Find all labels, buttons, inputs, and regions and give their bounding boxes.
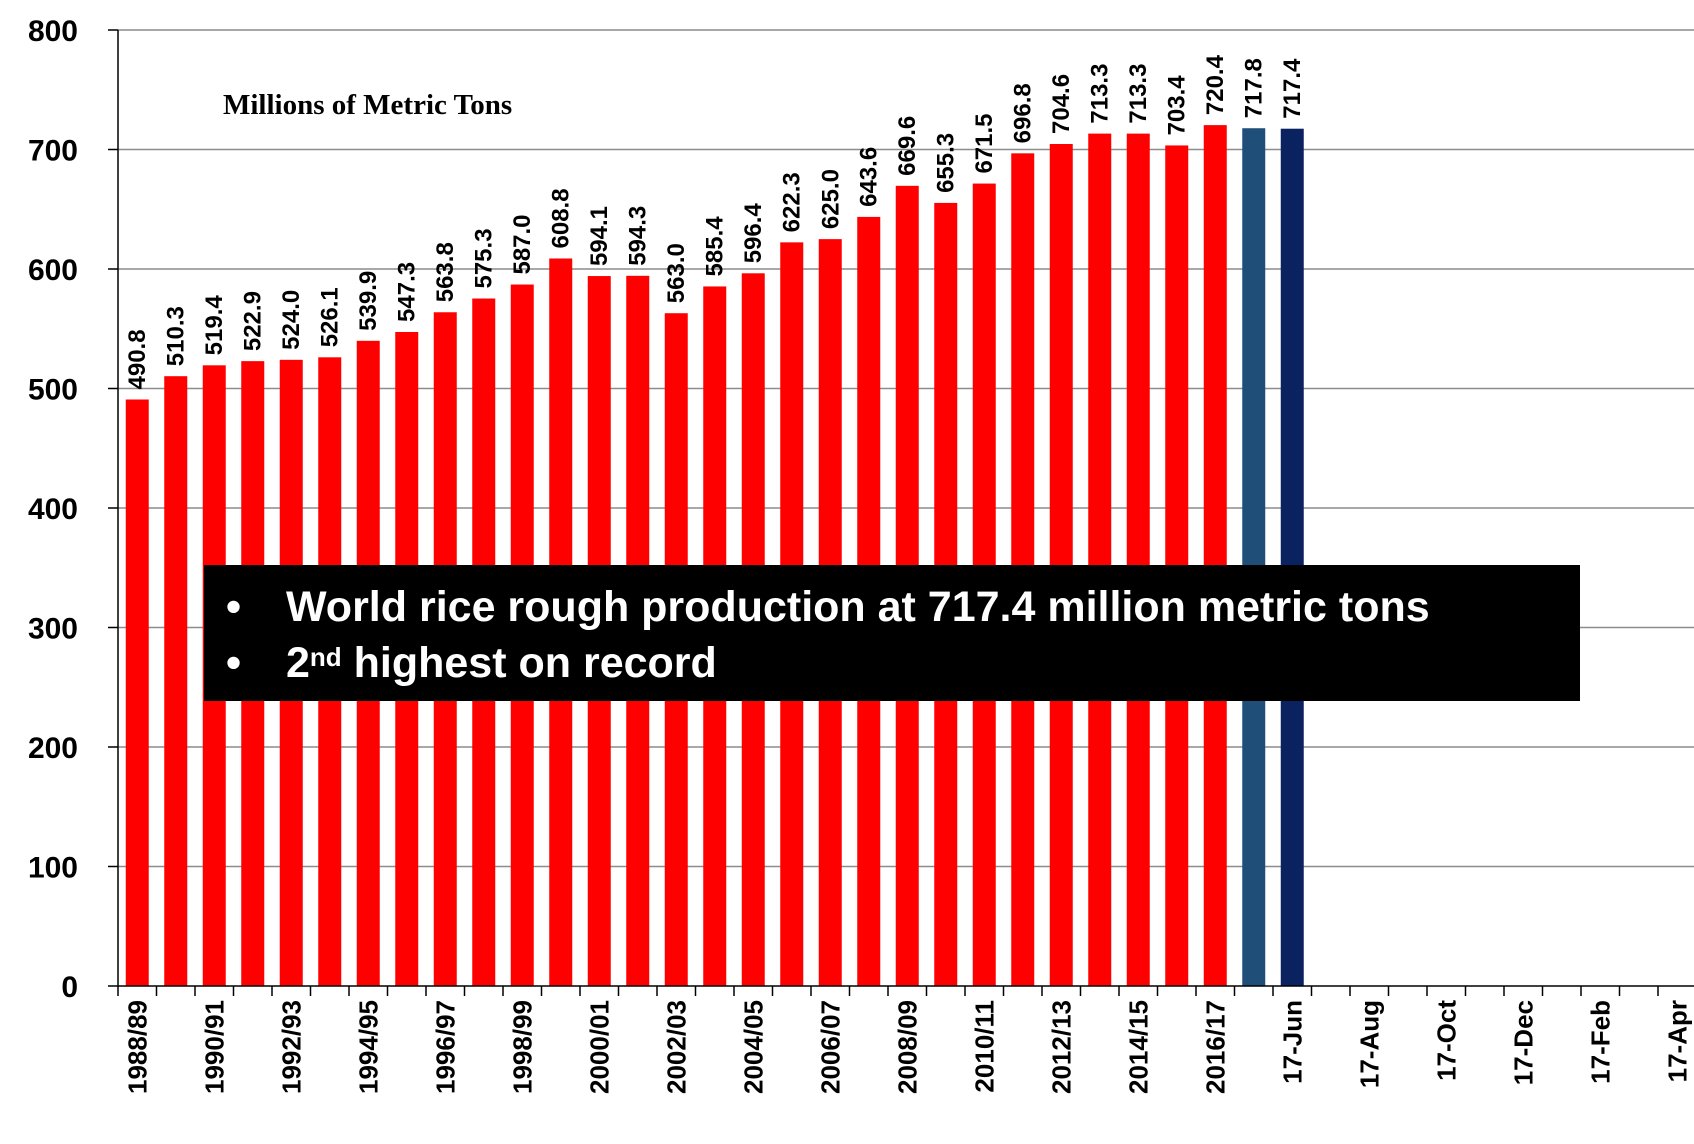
data-label: 519.4 (201, 295, 228, 356)
data-label: 655.3 (933, 133, 960, 193)
bar (125, 399, 149, 986)
data-labels: 490.8 510.3 519.4 522.9 524.0 526.1 539.9 547.3… (124, 54, 1306, 389)
callout-box: • World rice rough production at 717.4 m… (204, 565, 1580, 701)
x-tick-label: 2004/05 (738, 1000, 768, 1094)
data-label: 490.8 (124, 329, 151, 389)
x-tick-label: 2002/03 (661, 1000, 691, 1094)
x-tick-label: 1996/97 (430, 1000, 460, 1094)
data-label: 594.3 (625, 206, 652, 266)
data-label: 717.4 (1279, 58, 1306, 119)
x-tick-label: 17-Feb (1585, 1000, 1615, 1084)
bar (1088, 133, 1112, 986)
data-label: 671.5 (971, 113, 998, 173)
data-label: 696.8 (1010, 83, 1037, 143)
y-tick-label: 300 (28, 613, 78, 646)
x-tick-label: 2000/01 (584, 1000, 614, 1094)
y-tick-label: 800 (28, 15, 78, 48)
bar (1126, 133, 1150, 986)
data-label: 703.4 (1164, 75, 1191, 136)
data-label: 585.4 (702, 216, 729, 277)
data-label: 575.3 (471, 228, 498, 288)
callout-line-1: • World rice rough production at 717.4 m… (226, 579, 1580, 635)
y-tick-label: 0 (61, 971, 78, 1004)
callout-text-1: World rice rough production at 717.4 mil… (286, 583, 1430, 631)
data-label: 669.6 (894, 116, 921, 176)
unit-label: Millions of Metric Tons (223, 89, 512, 121)
data-label: 563.8 (432, 242, 459, 302)
data-label: 539.9 (355, 271, 382, 331)
bar (1203, 125, 1227, 986)
bullet-icon: • (226, 639, 242, 687)
data-label: 720.4 (1202, 54, 1229, 115)
data-label: 526.1 (317, 287, 344, 347)
data-label: 608.8 (548, 188, 575, 248)
callout-text-2: 2nd highest on record (286, 639, 717, 687)
y-tick-label: 400 (28, 493, 78, 526)
x-tick-label: 1990/91 (199, 1000, 229, 1094)
data-label: 704.6 (1048, 74, 1075, 134)
y-tick-label: 200 (28, 732, 78, 765)
data-label: 717.8 (1241, 58, 1268, 118)
data-label: 713.3 (1087, 64, 1114, 124)
x-tick-label: 17-Apr (1662, 1000, 1692, 1082)
data-label: 510.3 (163, 306, 190, 366)
data-label: 596.4 (740, 203, 767, 264)
data-label: 594.1 (586, 206, 613, 266)
bar (1242, 128, 1266, 986)
y-tick-label: 600 (28, 254, 78, 287)
callout-line-2: • 2nd highest on record (226, 635, 1580, 691)
data-label: 524.0 (278, 290, 305, 350)
data-label: 643.6 (856, 147, 883, 207)
x-tick-label: 17-Dec (1508, 1000, 1538, 1085)
data-label: 522.9 (240, 291, 267, 351)
bar (1280, 128, 1304, 986)
x-tick-label: 2012/13 (1046, 1000, 1076, 1094)
y-tick-label: 700 (28, 135, 78, 168)
y-tick-label: 100 (28, 852, 78, 885)
x-axis-tick-labels: 1988/89 1990/91 1992/93 1994/95 1996/97 1998/… (122, 1000, 1692, 1094)
x-tick-label: 2006/07 (815, 1000, 845, 1094)
x-tick-label: 2014/15 (1123, 1000, 1153, 1094)
data-label: 622.3 (779, 172, 806, 232)
x-tick-label: 17-Aug (1354, 1000, 1384, 1088)
y-tick-label: 500 (28, 374, 78, 407)
x-tick-label: 1998/99 (507, 1000, 537, 1094)
axes (108, 29, 1694, 996)
x-tick-label: 17-Jun (1277, 1000, 1307, 1084)
data-label: 713.3 (1125, 64, 1152, 124)
bullet-icon: • (226, 583, 242, 631)
y-axis-tick-labels: 0 100 200 300 400 500 600 700 800 (28, 15, 78, 1004)
bar (164, 376, 188, 986)
data-label: 547.3 (394, 262, 421, 322)
x-tick-label: 2008/09 (892, 1000, 922, 1094)
x-tick-label: 1992/93 (276, 1000, 306, 1094)
x-tick-label: 2016/17 (1200, 1000, 1230, 1094)
bars (125, 125, 1304, 987)
data-label: 563.0 (663, 243, 690, 303)
data-label: 587.0 (509, 214, 536, 274)
x-tick-label: 17-Oct (1431, 1000, 1461, 1081)
data-label: 625.0 (817, 169, 844, 229)
x-tick-label: 2010/11 (969, 1000, 999, 1093)
x-tick-label: 1988/89 (122, 1000, 152, 1094)
x-tick-label: 1994/95 (353, 1000, 383, 1094)
